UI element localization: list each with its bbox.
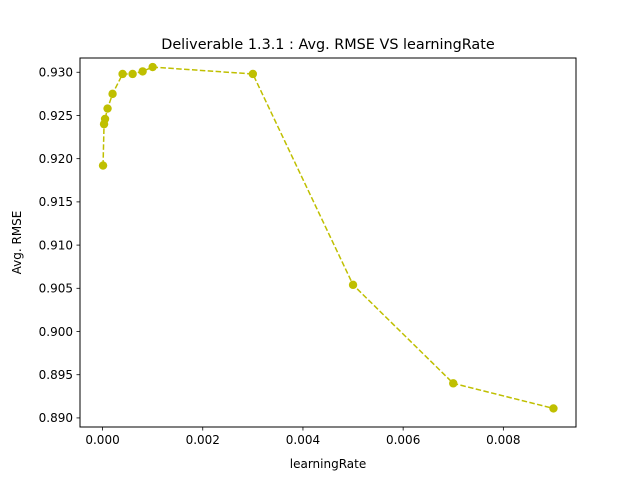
x-tick-label: 0.006 [386,433,420,447]
x-axis-label: learningRate [290,457,366,471]
y-tick-label: 0.900 [39,325,73,339]
data-point [248,69,258,79]
y-tick-label: 0.925 [39,109,73,123]
data-point [100,114,110,124]
y-tick-label: 0.910 [39,238,73,252]
data-point [138,67,147,76]
y-tick-label: 0.905 [39,282,73,296]
y-tick-label: 0.915 [39,195,73,209]
data-point [148,62,157,72]
y-axis-label: Avg. RMSE [10,211,24,275]
x-tick-label: 0.004 [286,433,320,447]
y-tick-label: 0.890 [39,411,73,425]
data-point [118,69,127,79]
data-point [103,104,112,113]
chart-title: Deliverable 1.3.1 : Avg. RMSE VS learnin… [161,37,495,53]
data-point [108,89,117,99]
data-point [348,280,358,290]
x-tick-label: 0.002 [186,433,220,447]
x-tick-label: 0.008 [486,433,520,447]
data-point [98,161,108,170]
y-tick-label: 0.895 [39,368,73,382]
series-group [98,62,558,413]
data-point [549,404,558,413]
y-tick-label: 0.930 [39,66,73,80]
y-tick-label: 0.920 [39,152,73,166]
x-tick-label: 0.000 [85,433,119,447]
axes: 0.000 0.002 0.004 0.006 0.008 0.890 0.895 0.900… [39,66,521,447]
plot-frame [79,57,577,428]
data-point [449,379,458,388]
data-point [128,69,137,79]
